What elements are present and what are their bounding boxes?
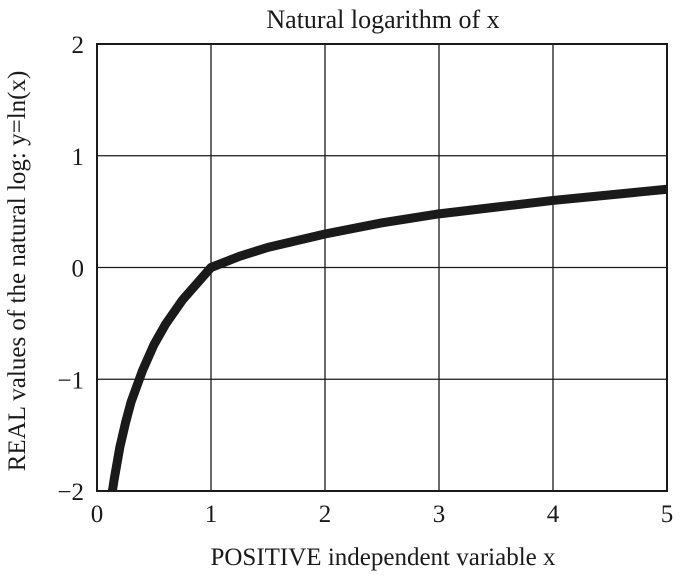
x-tick-label: 0 (91, 501, 104, 528)
x-tick-label: 2 (319, 501, 332, 528)
x-tick-label: 1 (205, 501, 218, 528)
y-tick-label: 0 (72, 256, 85, 283)
chart-title: Natural logarithm of x (266, 5, 499, 34)
plot-frame (96, 43, 668, 492)
series-group (107, 184, 668, 492)
grid-lines (97, 44, 667, 491)
x-axis-label: POSITIVE independent variable x (210, 544, 556, 571)
y-tick-label: 2 (72, 32, 85, 59)
x-tick-label: 5 (661, 501, 674, 528)
y-tick-label: −2 (57, 479, 84, 506)
y-axis-label: REAL values of the natural log: y=ln(x) (4, 71, 31, 472)
y-tick-label: 1 (72, 144, 85, 171)
x-tick-label: 4 (547, 501, 560, 528)
series-line (107, 184, 668, 492)
y-tick-labels: −2 −1 0 1 2 (57, 32, 84, 506)
x-tick-labels: 0 1 2 3 4 5 (91, 501, 674, 528)
y-tick-label: −1 (57, 367, 84, 394)
x-tick-label: 3 (433, 501, 446, 528)
